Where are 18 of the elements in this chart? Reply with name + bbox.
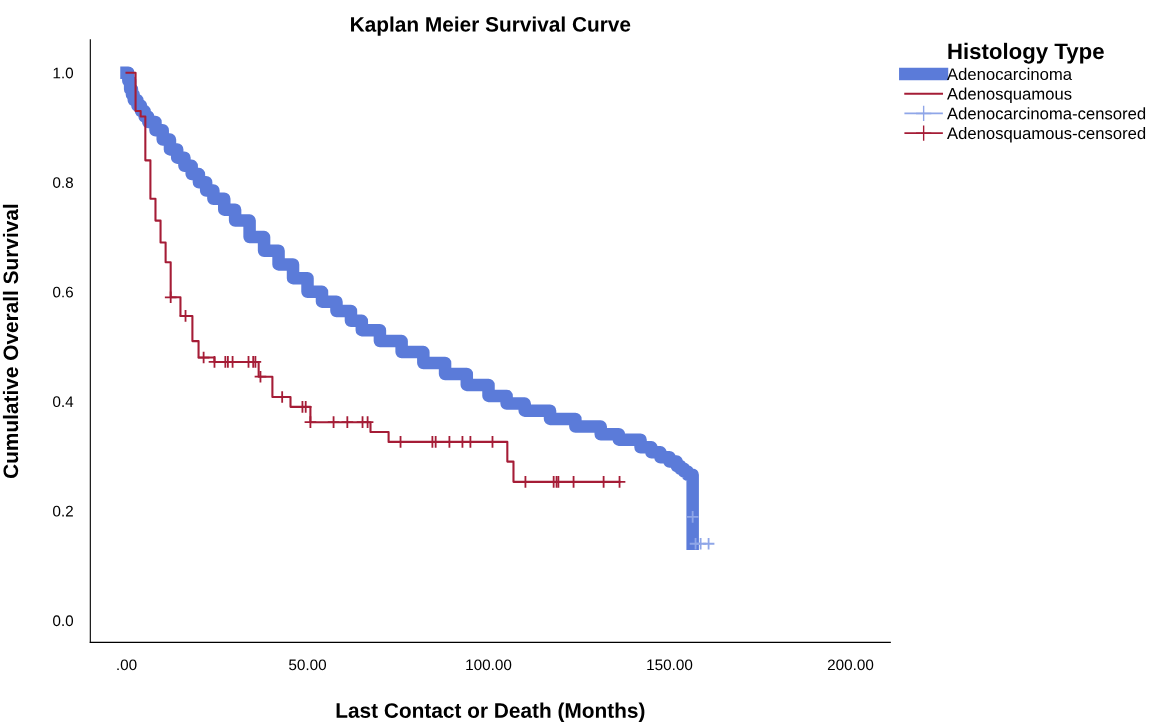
y-tick-label: 0.4 [53,396,74,408]
x-tick-label: .00 [117,659,137,671]
x-tick-label: 50.00 [289,659,327,671]
y-tick-label: 1.0 [53,67,74,79]
y-tick-label: 0.8 [53,177,73,188]
y-axis-title: Cumulative Overall Survival [2,204,19,479]
x-tick-label: 100.00 [466,659,512,671]
legend-title: Histology Type [948,42,1104,64]
y-tick-label: 0.6 [53,286,73,298]
legend-label: Adenocarcinoma-censored [947,107,1146,120]
legend-label: Adenosquamous-censored [947,126,1146,143]
legend-label: Adenosquamous [947,87,1072,104]
y-tick-label: 0.2 [53,505,73,517]
x-tick-label: 200.00 [827,659,874,671]
chart-title: Kaplan Meier Survival Curve [351,16,631,36]
y-tick-label: 0.0 [53,615,74,627]
x-axis-title: Last Contact or Death (Months) [336,702,645,723]
x-tick-label: 150.00 [647,659,693,671]
